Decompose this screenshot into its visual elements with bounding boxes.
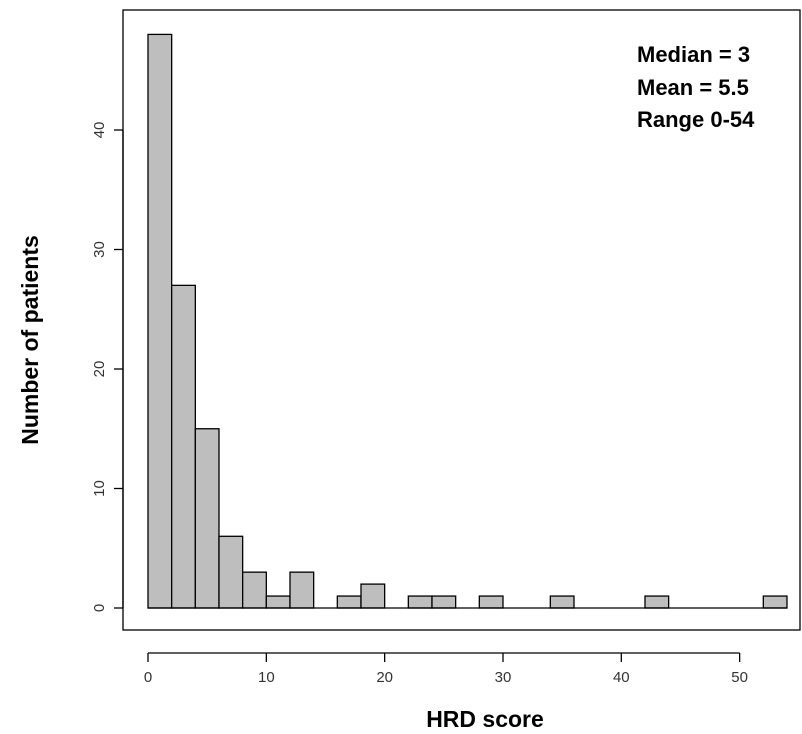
histogram-bar bbox=[147, 33, 173, 609]
histogram-bar bbox=[289, 571, 315, 609]
x-tick-label: 20 bbox=[376, 669, 393, 686]
histogram-bar bbox=[644, 595, 670, 609]
stats-annotation: Median = 3 Mean = 5.5 Range 0-54 bbox=[637, 42, 755, 132]
x-tick-label: 40 bbox=[613, 669, 630, 686]
y-tick-label: 30 bbox=[91, 241, 108, 258]
annotation-range: Range 0-54 bbox=[637, 107, 755, 132]
histogram-bar bbox=[265, 595, 291, 609]
annotation-median: Median = 3 bbox=[637, 42, 750, 67]
annotation-mean: Mean = 5.5 bbox=[637, 75, 749, 100]
y-tick-label: 0 bbox=[91, 604, 108, 612]
x-tick-label: 0 bbox=[144, 669, 152, 686]
histogram-bar bbox=[762, 595, 788, 609]
y-axis-title: Number of patients bbox=[17, 235, 43, 445]
y-tick-label: 20 bbox=[91, 361, 108, 378]
y-tick-label: 10 bbox=[91, 480, 108, 497]
y-axis: 0 10 20 30 40 bbox=[91, 122, 124, 612]
bars-group bbox=[147, 33, 788, 609]
histogram-bar bbox=[431, 595, 457, 609]
histogram-bar bbox=[478, 595, 504, 609]
x-tick-label: 50 bbox=[731, 669, 748, 686]
x-axis-title: HRD score bbox=[426, 706, 544, 732]
histogram-bar bbox=[242, 571, 267, 609]
x-tick-label: 30 bbox=[495, 669, 512, 686]
histogram-bar bbox=[336, 595, 362, 609]
histogram-bar bbox=[360, 583, 386, 609]
x-tick-label: 10 bbox=[258, 669, 275, 686]
histogram-bar bbox=[171, 284, 196, 609]
histogram-bar bbox=[407, 595, 433, 609]
x-axis: 0 10 20 30 40 50 bbox=[144, 652, 748, 686]
histogram-bar bbox=[549, 595, 575, 609]
histogram-bar bbox=[218, 535, 244, 609]
y-tick-label: 40 bbox=[91, 122, 108, 139]
histogram-bar bbox=[194, 428, 220, 609]
